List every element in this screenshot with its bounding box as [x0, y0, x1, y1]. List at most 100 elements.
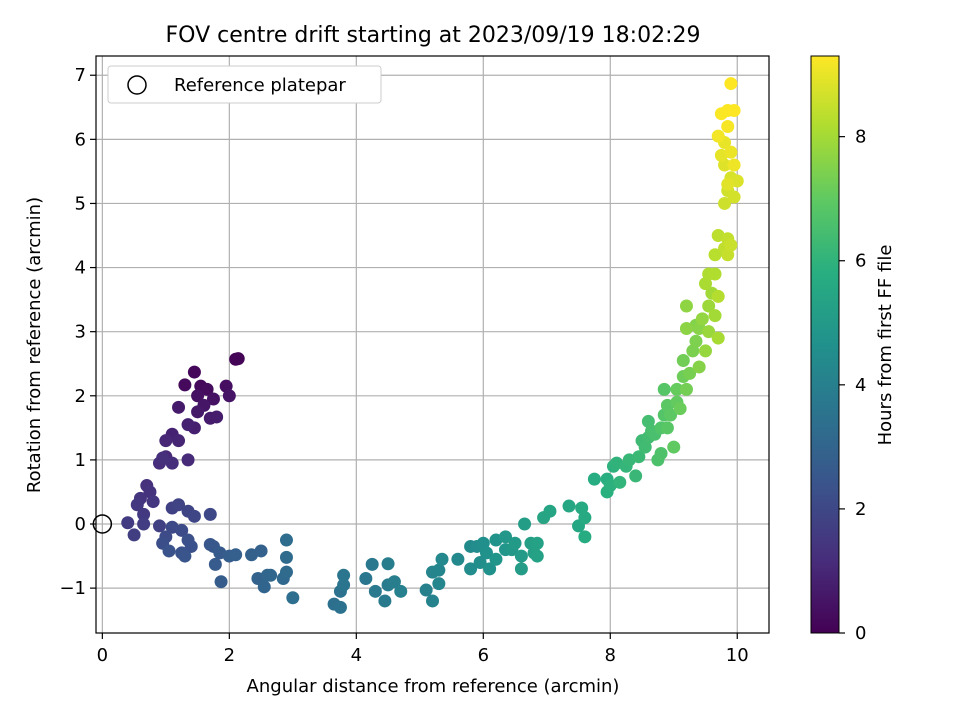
data-point [210, 410, 224, 424]
plot-frame [95, 55, 770, 634]
data-point [702, 299, 716, 313]
y-tick-label: 5 [75, 193, 86, 214]
data-point [187, 365, 201, 379]
data-point [721, 120, 735, 134]
data-point [695, 312, 709, 326]
data-point [159, 434, 173, 448]
data-point [657, 382, 671, 396]
colorbar-ticks: 0 2 4 6 8 [839, 127, 866, 644]
data-point [229, 548, 243, 562]
data-point [181, 418, 195, 432]
x-tick-label: 6 [478, 645, 489, 666]
y-tick-label: 3 [75, 322, 86, 343]
data-point [432, 563, 446, 577]
data-point [727, 158, 741, 172]
y-tick-label: 1 [75, 450, 86, 471]
data-point [359, 572, 373, 586]
data-point [587, 472, 601, 486]
data-point [673, 402, 687, 416]
data-point [613, 475, 627, 489]
y-tick-label: 4 [75, 258, 86, 279]
x-tick-label: 4 [351, 645, 362, 666]
colorbar-gradient [810, 55, 840, 634]
data-point [279, 550, 293, 564]
data-point [435, 552, 449, 566]
data-point [689, 334, 703, 348]
data-point [178, 378, 192, 392]
data-point [683, 366, 697, 380]
data-point [676, 354, 690, 368]
y-tick-label: 6 [75, 129, 86, 150]
data-point [279, 565, 293, 579]
data-point [127, 528, 141, 542]
data-point [664, 408, 678, 422]
colorbar: 0 2 4 6 8 Hours from first FF file [810, 55, 896, 644]
data-point [419, 583, 433, 597]
data-point [257, 580, 271, 594]
data-point [162, 544, 176, 558]
legend-marker [127, 75, 147, 95]
data-point [708, 267, 722, 281]
data-point [337, 578, 351, 592]
data-point [530, 549, 544, 563]
data-point [660, 421, 674, 435]
data-point [222, 389, 236, 403]
data-point [708, 309, 722, 323]
data-point [337, 568, 351, 582]
data-point [543, 504, 557, 518]
data-point [489, 552, 503, 566]
data-point [387, 575, 401, 589]
data-point [632, 450, 646, 464]
y-ticks: −1 0 1 2 3 4 5 6 7 [59, 65, 96, 599]
data-point [178, 549, 192, 563]
data-point [562, 499, 576, 513]
data-point [702, 325, 716, 339]
data-point [187, 509, 201, 523]
data-point [711, 331, 725, 345]
chart-title: FOV centre drift starting at 2023/09/19 … [166, 23, 701, 48]
data-point [718, 196, 732, 210]
data-point [530, 536, 544, 550]
data-point [279, 533, 293, 547]
y-tick-label: 0 [75, 514, 86, 535]
legend-box [107, 65, 382, 104]
data-point [191, 405, 205, 419]
colorbar-tick-label: 8 [855, 127, 866, 148]
y-tick-label: 7 [75, 65, 86, 86]
data-point [365, 557, 379, 571]
data-point [378, 594, 392, 608]
data-point [333, 600, 347, 614]
x-tick-label: 0 [97, 645, 108, 666]
data-point [451, 552, 465, 566]
data-point [165, 456, 179, 470]
data-point [721, 177, 735, 191]
data-point [711, 289, 725, 303]
data-point [514, 562, 528, 576]
x-tick-label: 10 [726, 645, 749, 666]
data-point [727, 103, 741, 117]
data-point [206, 392, 220, 406]
data-point [724, 145, 738, 159]
data-point [214, 575, 228, 589]
data-point [711, 129, 725, 143]
data-point [172, 400, 186, 414]
data-point [692, 360, 706, 374]
data-point [156, 451, 170, 465]
x-tick-label: 8 [605, 645, 616, 666]
data-point [679, 321, 693, 335]
data-point [578, 530, 592, 544]
data-point [499, 530, 513, 544]
data-point [432, 577, 446, 591]
data-point [172, 498, 186, 512]
data-point [708, 248, 722, 262]
data-point [667, 440, 681, 454]
data-point [172, 434, 186, 448]
data-point [679, 299, 693, 313]
colorbar-tick-label: 6 [855, 251, 866, 272]
data-point [679, 382, 693, 396]
x-tick-label: 2 [224, 645, 235, 666]
colorbar-tick-label: 4 [855, 375, 866, 396]
data-point [473, 555, 487, 569]
